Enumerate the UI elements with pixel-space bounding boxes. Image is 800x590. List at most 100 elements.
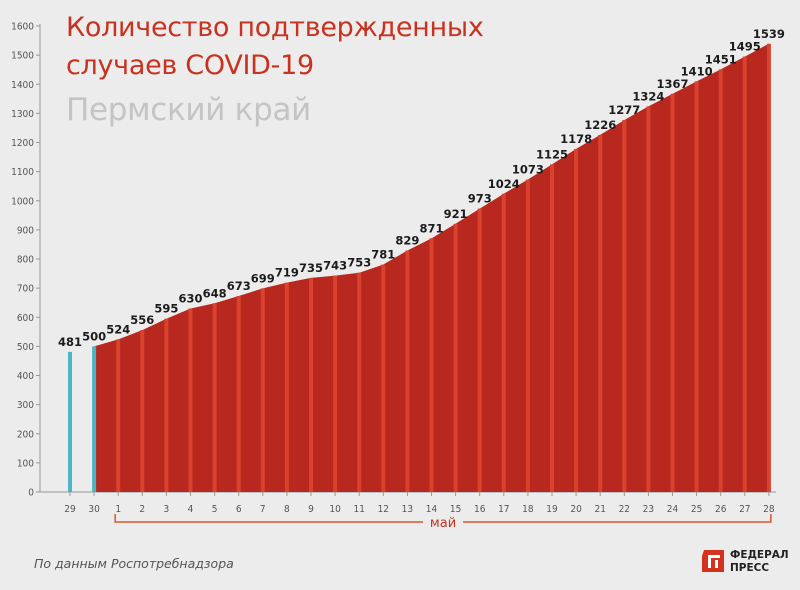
- data-label: 735: [299, 261, 323, 275]
- y-tick-label: 200: [17, 429, 34, 440]
- x-tick-label: 3: [164, 504, 170, 515]
- bar: [501, 193, 506, 492]
- month-label-bg: [423, 514, 464, 530]
- bar: [405, 250, 410, 492]
- data-label: 595: [154, 302, 178, 316]
- data-label: 753: [347, 256, 371, 270]
- logo-text-line-2: ПРЕСС: [730, 562, 770, 574]
- data-label: 1073: [512, 162, 544, 176]
- chart-subtitle: Пермский край: [66, 92, 312, 128]
- y-tick-label: 1100: [11, 167, 34, 178]
- x-tick-label: 19: [546, 504, 558, 515]
- bar: [236, 295, 241, 492]
- data-label: 648: [203, 286, 227, 300]
- month-label: май: [430, 516, 456, 531]
- bar: [260, 288, 265, 492]
- x-tick-label: 2: [139, 504, 145, 515]
- data-label: 524: [106, 322, 130, 336]
- x-tick-label: 17: [498, 504, 509, 515]
- bar: [188, 308, 193, 492]
- bar: [622, 120, 627, 492]
- data-label: 1277: [608, 103, 640, 117]
- y-tick-label: 900: [17, 225, 34, 236]
- y-tick-label: 800: [17, 255, 34, 266]
- bar: [574, 148, 579, 492]
- x-tick-label: 29: [64, 504, 76, 515]
- bar: [766, 43, 771, 493]
- data-label: 1367: [656, 77, 688, 91]
- y-tick-label: 1500: [11, 51, 34, 62]
- x-tick-label: 28: [763, 504, 775, 515]
- data-label: 1451: [705, 52, 737, 66]
- x-tick-label: 23: [643, 504, 654, 515]
- x-tick-label: 20: [570, 504, 582, 515]
- y-tick-label: 100: [17, 458, 34, 469]
- data-label: 973: [468, 192, 492, 206]
- x-tick-label: 9: [308, 504, 314, 515]
- data-label: 781: [371, 248, 395, 262]
- data-label: 1324: [632, 89, 664, 103]
- x-tick-label: 18: [522, 504, 534, 515]
- x-tick-label: 12: [378, 504, 389, 515]
- x-tick-label: 4: [188, 504, 194, 515]
- x-tick-label: 11: [353, 504, 364, 515]
- x-tick-label: 26: [715, 504, 727, 515]
- bar: [453, 223, 458, 493]
- y-tick-label: 300: [17, 400, 34, 411]
- bar: [333, 275, 338, 492]
- bar: [718, 69, 723, 493]
- bar: [525, 179, 530, 492]
- bar: [92, 346, 97, 492]
- bar: [429, 238, 434, 492]
- y-tick-label: 0: [28, 488, 34, 499]
- bar: [212, 303, 217, 492]
- x-tick-label: 30: [88, 504, 100, 515]
- data-label: 1024: [488, 177, 520, 191]
- bar: [742, 56, 747, 493]
- data-label: 921: [444, 207, 468, 221]
- x-tick-label: 25: [691, 504, 702, 515]
- federalpress-logo: ФЕДЕРАЛ ПРЕСС: [700, 546, 792, 576]
- data-label: 481: [58, 335, 82, 349]
- x-tick-label: 16: [474, 504, 486, 515]
- logo-text-line-1: ФЕДЕРАЛ: [730, 549, 789, 561]
- y-tick-label: 500: [17, 342, 34, 353]
- y-tick-label: 1400: [11, 80, 34, 91]
- bar: [164, 318, 169, 492]
- data-label: 1539: [753, 27, 785, 41]
- data-label: 1410: [681, 64, 713, 78]
- chart-title-line-2: случаев COVID-19: [66, 50, 314, 81]
- data-label: 500: [82, 329, 106, 343]
- x-tick-label: 27: [739, 504, 750, 515]
- y-tick-label: 600: [17, 313, 34, 324]
- x-tick-label: 15: [450, 504, 461, 515]
- data-label: 871: [419, 221, 443, 235]
- bar: [646, 106, 651, 492]
- bar: [381, 264, 386, 492]
- y-tick-label: 400: [17, 371, 34, 382]
- federalpress-logo-icon: [702, 550, 724, 572]
- data-label: 829: [395, 234, 419, 248]
- x-tick-label: 6: [236, 504, 242, 515]
- bar: [694, 81, 699, 493]
- data-label: 1226: [584, 118, 616, 132]
- bar: [68, 351, 72, 492]
- bar: [550, 164, 554, 492]
- x-tick-label: 21: [594, 504, 605, 515]
- data-label: 699: [251, 271, 275, 285]
- bar: [477, 208, 482, 492]
- chart-title-line-1: Количество подтвержденных: [66, 12, 484, 43]
- y-tick-label: 1300: [11, 109, 34, 120]
- source-note: По данным Роспотребнадзора: [34, 556, 234, 571]
- x-tick-label: 22: [619, 504, 630, 515]
- bar: [598, 134, 603, 493]
- x-tick-label: 24: [667, 504, 679, 515]
- bar: [116, 339, 121, 492]
- bar: [670, 93, 675, 492]
- data-label: 556: [130, 313, 154, 327]
- x-tick-label: 7: [260, 504, 266, 515]
- x-tick-label: 13: [402, 504, 413, 515]
- y-tick-label: 1000: [11, 196, 34, 207]
- data-label: 630: [178, 292, 202, 306]
